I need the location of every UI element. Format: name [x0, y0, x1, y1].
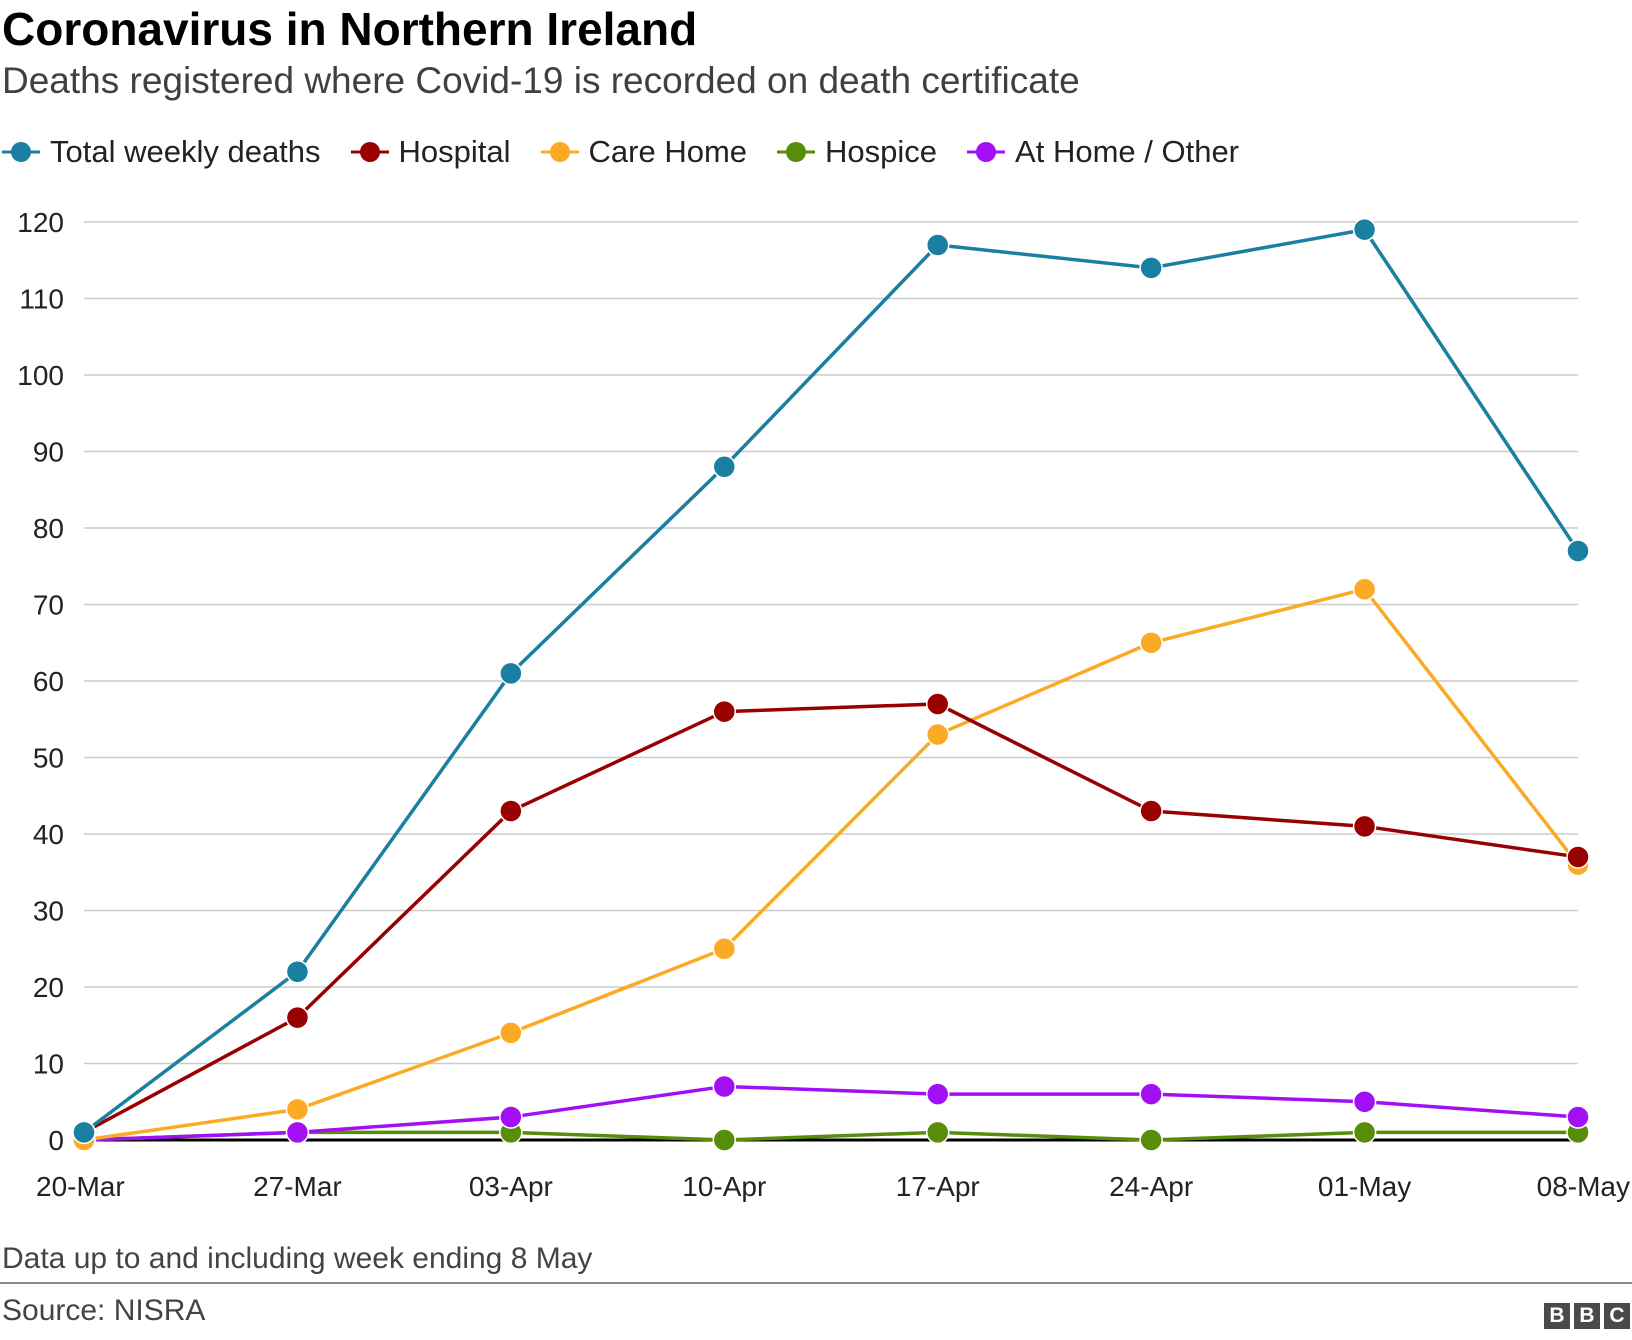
y-tick-label: 60 [33, 666, 64, 697]
series-line [82, 227, 1580, 1134]
legend-item: Total weekly deaths [2, 134, 321, 170]
chart-title: Coronavirus in Northern Ireland [2, 3, 698, 55]
y-tick-label: 10 [33, 1049, 64, 1080]
x-tick-label: 20-Mar [36, 1171, 125, 1202]
legend-label: Hospice [825, 134, 938, 169]
legend-marker-icon [540, 142, 579, 162]
y-tick-label: 30 [33, 896, 64, 927]
data-point [712, 699, 737, 724]
legend-marker-icon [350, 142, 389, 162]
data-point [1139, 1128, 1163, 1152]
series-line [83, 1084, 1579, 1142]
x-tick-label: 03-Apr [469, 1171, 553, 1202]
x-tick-label: 08-May [1537, 1171, 1630, 1202]
x-tick-label: 24-Apr [1109, 1171, 1193, 1202]
data-point [925, 233, 950, 257]
data-point [1566, 845, 1590, 869]
y-tick-label: 40 [33, 819, 64, 850]
legend-item: Hospital [350, 134, 511, 170]
x-tick-label: 10-Apr [682, 1171, 766, 1202]
data-point [1139, 1082, 1163, 1106]
bbc-logo: B B C [1540, 1303, 1630, 1329]
data-point [1352, 1090, 1377, 1114]
data-point [1352, 577, 1377, 601]
data-point [712, 1128, 737, 1152]
y-tick-label: 100 [17, 360, 64, 391]
legend-marker-icon [967, 142, 1006, 162]
data-point [925, 1082, 950, 1106]
x-tick-label: 17-Apr [896, 1171, 980, 1202]
data-point [72, 1120, 96, 1145]
legend-item: Hospice [777, 134, 937, 170]
data-point [1352, 814, 1377, 839]
logo-letter: B [1574, 1303, 1600, 1329]
chart-subtitle: Deaths registered where Covid-19 is reco… [2, 60, 1080, 101]
data-point [1139, 631, 1163, 655]
data-point [499, 799, 523, 823]
data-point [285, 1120, 310, 1145]
data-point [925, 1120, 950, 1145]
logo-letter: B [1544, 1303, 1570, 1329]
legend-label: At Home / Other [1015, 134, 1240, 169]
chart-legend: Total weekly deaths Hospital Care Home Hosp… [2, 134, 1269, 170]
data-point [1566, 1105, 1590, 1129]
data-point [1139, 799, 1163, 823]
data-point [712, 937, 737, 961]
chart-note: Data up to and including week ending 8 M… [2, 1242, 593, 1275]
y-tick-label: 50 [33, 743, 64, 774]
data-point [499, 661, 523, 686]
y-tick-label: 20 [33, 972, 64, 1003]
x-tick-label: 01-May [1318, 1171, 1411, 1202]
data-point [712, 1074, 737, 1099]
legend-label: Total weekly deaths [50, 134, 321, 169]
data-point [925, 692, 950, 716]
chart-source: Source: NISRA [2, 1294, 206, 1327]
line-chart: 0 10 20 30 40 50 60 70 80 90 100 110 120 20-Mar 27-Mar… [17, 207, 1630, 1202]
x-tick-label: 27-Mar [253, 1171, 342, 1202]
series-line [83, 702, 1579, 1134]
logo-letter: C [1604, 1303, 1630, 1329]
legend-label: Hospital [398, 134, 511, 169]
y-tick-label: 90 [33, 437, 64, 468]
data-point [285, 1005, 310, 1030]
data-point [1352, 217, 1377, 242]
y-tick-label: 80 [33, 513, 64, 544]
legend-item: Care Home [540, 134, 748, 170]
series-line [83, 1130, 1578, 1142]
data-point [285, 1097, 310, 1122]
y-tick-label: 0 [48, 1125, 64, 1156]
legend-marker-icon [777, 142, 816, 162]
data-point [712, 455, 737, 479]
y-tick-label: 110 [19, 284, 64, 315]
footer-divider [0, 1282, 1632, 1284]
data-point [285, 959, 310, 984]
legend-item: At Home / Other [967, 134, 1239, 170]
series-line [83, 587, 1580, 1142]
legend-marker-icon [2, 142, 40, 162]
legend-label: Care Home [588, 134, 748, 169]
y-tick-label: 70 [33, 590, 64, 621]
data-point [1566, 539, 1590, 563]
data-point [1352, 1120, 1377, 1145]
data-point [925, 722, 950, 747]
data-point [499, 1105, 523, 1129]
data-point [1139, 256, 1163, 280]
data-point [499, 1021, 523, 1045]
y-tick-label: 120 [17, 207, 64, 238]
